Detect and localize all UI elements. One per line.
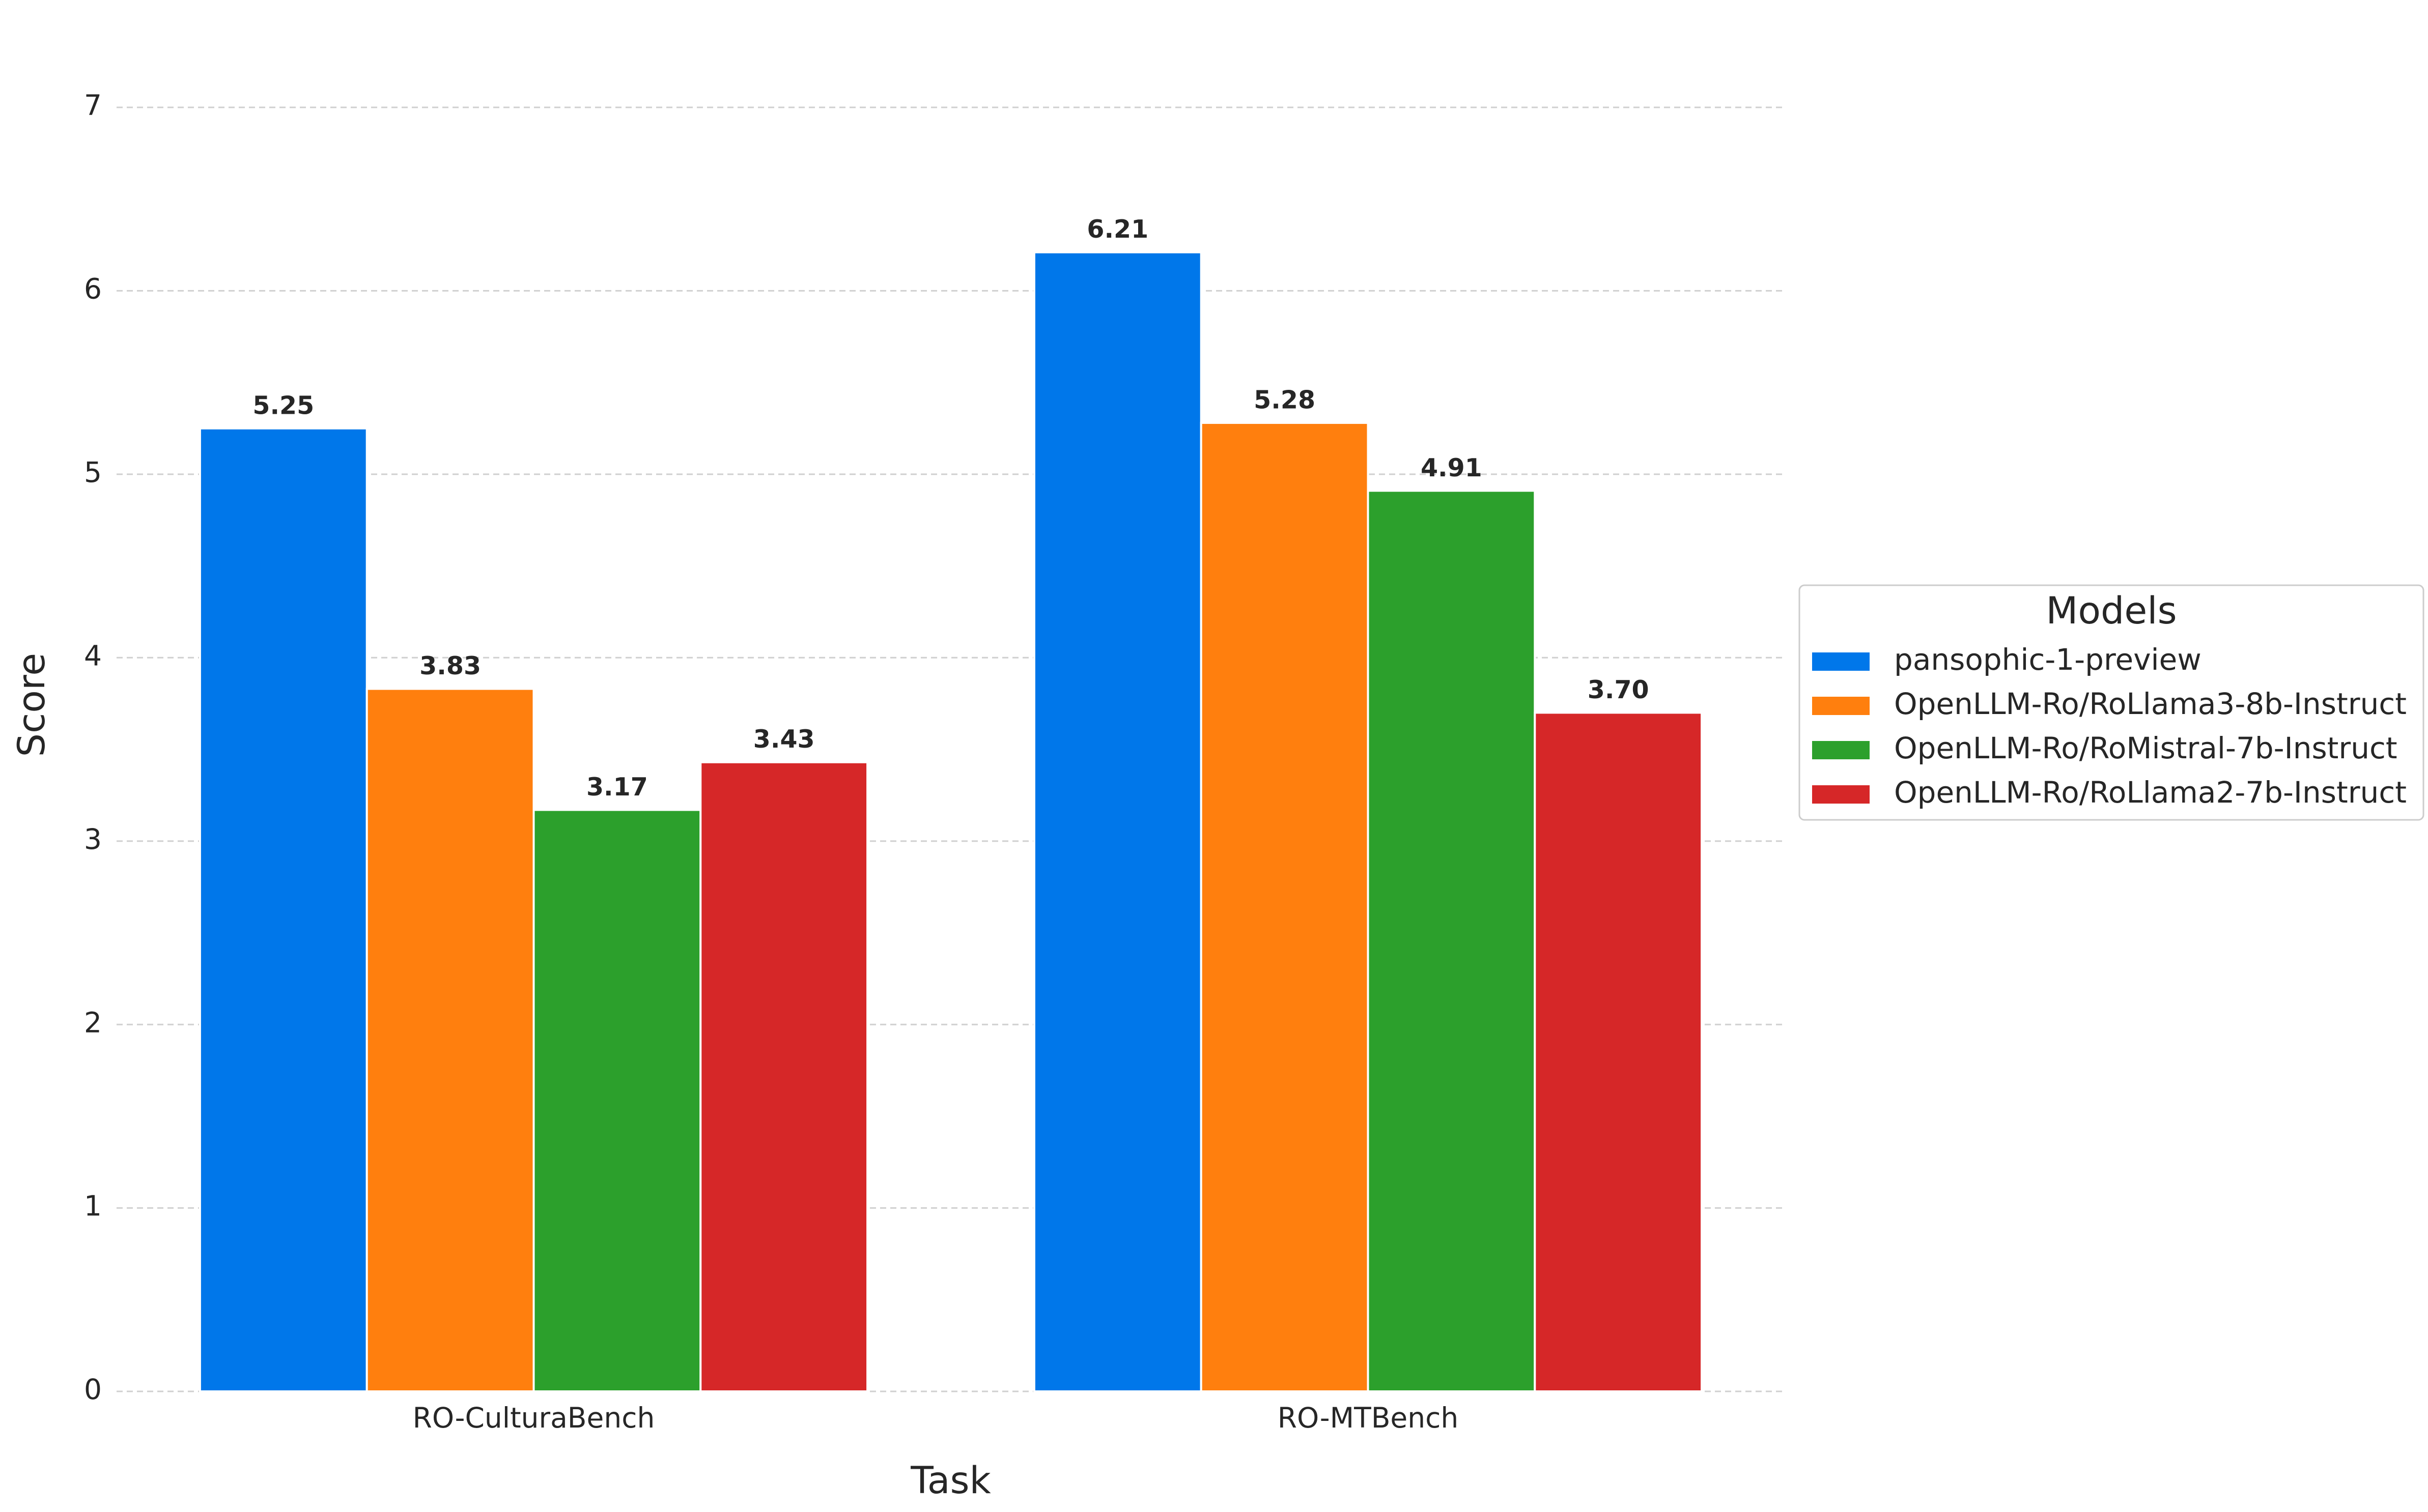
bar	[199, 427, 368, 1392]
y-tick-label: 4	[84, 639, 102, 672]
bar	[1033, 251, 1202, 1393]
value-label: 4.91	[1421, 453, 1482, 482]
legend-swatch	[1812, 697, 1870, 715]
legend-title: Models	[2046, 589, 2177, 633]
y-tick-label: 7	[84, 89, 102, 122]
legend-label: pansophic-1-preview	[1894, 642, 2201, 677]
value-label: 3.17	[586, 773, 648, 802]
bar	[1200, 421, 1369, 1392]
y-tick-label: 6	[84, 273, 102, 305]
y-tick-label: 3	[84, 823, 102, 855]
legend-swatch	[1812, 785, 1870, 804]
bar	[1367, 490, 1536, 1393]
legend-swatch	[1812, 652, 1870, 671]
value-label: 5.25	[252, 391, 314, 420]
y-tick-label: 2	[84, 1006, 102, 1039]
bar	[365, 688, 535, 1392]
y-tick-label: 1	[84, 1190, 102, 1222]
y-tick-label: 0	[84, 1373, 102, 1406]
bar	[699, 761, 869, 1392]
bar	[1534, 711, 1703, 1392]
x-tick-label: RO-MTBench	[1278, 1402, 1458, 1434]
legend-swatch	[1812, 741, 1870, 759]
bar	[532, 809, 702, 1392]
value-label: 3.43	[753, 725, 815, 754]
value-label: 6.21	[1087, 215, 1148, 244]
legend-label: OpenLLM-Ro/RoLlama3-8b-Instruct	[1894, 687, 2407, 721]
value-label: 3.70	[1588, 675, 1649, 704]
value-label: 5.28	[1254, 385, 1315, 414]
value-label: 3.83	[419, 651, 481, 680]
x-tick-label: RO-CulturaBench	[413, 1402, 655, 1434]
legend-box	[1798, 584, 2424, 821]
y-tick-label: 5	[84, 456, 102, 489]
y-axis-label: Score	[10, 653, 53, 757]
legend-label: OpenLLM-Ro/RoLlama2-7b-Instruct	[1894, 775, 2407, 810]
x-axis-label: Task	[910, 1459, 991, 1502]
legend-label: OpenLLM-Ro/RoMistral-7b-Instruct	[1894, 731, 2397, 765]
